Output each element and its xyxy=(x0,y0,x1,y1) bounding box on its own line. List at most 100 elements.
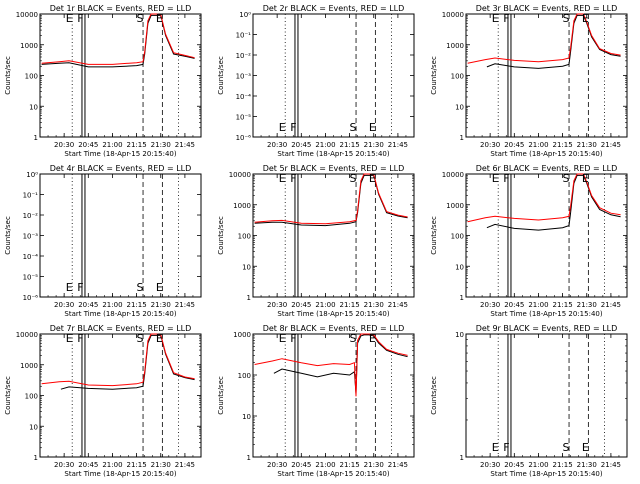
series-lld-line xyxy=(467,13,621,64)
y-axis-label: Counts/sec xyxy=(430,56,438,95)
marker-label-e: E xyxy=(582,12,589,25)
y-tick-label: 1 xyxy=(460,454,464,462)
x-tick-label: 21:45 xyxy=(175,141,195,149)
x-tick-label: 21:15 xyxy=(340,141,360,149)
marker-label-e: E xyxy=(279,332,286,345)
y-tick-label: 1 xyxy=(460,134,464,142)
y-tick-label: 1000 xyxy=(233,331,251,339)
series-lld-line xyxy=(41,333,195,387)
y-tick-label: 10⁻⁶ xyxy=(23,294,39,302)
x-tick-label: 21:15 xyxy=(340,301,360,309)
marker-label-f: F xyxy=(503,172,509,185)
series-lld-line xyxy=(254,173,408,225)
y-tick-label: 10⁻⁶ xyxy=(236,134,252,142)
x-tick-label: 21:00 xyxy=(102,141,122,149)
plot-frame xyxy=(252,333,415,458)
y-axis-label: Counts/sec xyxy=(217,376,225,415)
x-tick-label: 21:15 xyxy=(340,461,360,469)
y-tick-label: 1000 xyxy=(446,202,464,210)
x-tick-label: 21:30 xyxy=(151,301,171,309)
x-tick-label: 21:00 xyxy=(528,301,548,309)
x-tick-label: 20:45 xyxy=(504,141,524,149)
panel-title: Det 6r BLACK = Events, RED = LLD xyxy=(476,164,618,173)
y-tick-label: 10000 xyxy=(442,171,464,179)
x-axis-label: Start Time (18-Apr-15 20:15:40) xyxy=(277,470,389,478)
x-tick-label: 21:45 xyxy=(601,301,621,309)
x-tick-label: 21:30 xyxy=(577,461,597,469)
marker-label-f: F xyxy=(290,121,296,134)
x-tick-label: 20:30 xyxy=(480,301,500,309)
marker-label-s: S xyxy=(350,332,357,345)
y-tick-label: 1 xyxy=(247,294,251,302)
x-tick-label: 20:30 xyxy=(267,141,287,149)
series-events-line xyxy=(254,174,408,227)
x-tick-label: 21:45 xyxy=(388,461,408,469)
panel-title: Det 8r BLACK = Events, RED = LLD xyxy=(263,324,405,333)
panel-title: Det 4r BLACK = Events, RED = LLD xyxy=(50,164,192,173)
marker-label-s: S xyxy=(350,172,357,185)
y-tick-label: 10⁻⁴ xyxy=(23,253,39,261)
panel-2: Det 2r BLACK = Events, RED = LLD 10⁻⁶ 10⁻⁵… xyxy=(217,4,415,158)
y-tick-label: 10 xyxy=(455,331,464,339)
y-tick-label: 1000 xyxy=(446,42,464,50)
panel-title: Det 7r BLACK = Events, RED = LLD xyxy=(50,324,192,333)
marker-label-f: F xyxy=(290,332,296,345)
x-tick-label: 20:45 xyxy=(504,461,524,469)
x-tick-label: 20:45 xyxy=(291,301,311,309)
x-tick-label: 20:45 xyxy=(291,141,311,149)
marker-label-f: F xyxy=(503,12,509,25)
x-axis-label: Start Time (18-Apr-15 20:15:40) xyxy=(490,310,602,318)
x-tick-label: 21:30 xyxy=(577,301,597,309)
y-tick-label: 100 xyxy=(25,73,38,81)
y-tick-label: 1000 xyxy=(233,202,251,210)
x-tick-label: 21:00 xyxy=(315,301,335,309)
plot-frame xyxy=(39,13,202,138)
y-tick-label: 100 xyxy=(451,73,464,81)
x-tick-label: 21:30 xyxy=(151,461,171,469)
plot-frame xyxy=(252,13,415,138)
plot-frame xyxy=(39,333,202,458)
x-tick-label: 20:30 xyxy=(54,301,74,309)
x-axis-label: Start Time (18-Apr-15 20:15:40) xyxy=(490,470,602,478)
panel-title: Det 5r BLACK = Events, RED = LLD xyxy=(263,164,405,173)
marker-label-s: S xyxy=(137,332,144,345)
panel-5: Det 5r BLACK = Events, RED = LLD 1 10 100 10… xyxy=(217,164,415,318)
x-tick-label: 21:45 xyxy=(388,301,408,309)
x-tick-label: 21:30 xyxy=(577,141,597,149)
y-tick-label: 10⁰ xyxy=(26,171,38,179)
y-axis-label: Counts/sec xyxy=(217,56,225,95)
y-tick-label: 10⁻³ xyxy=(23,233,39,241)
x-tick-label: 21:45 xyxy=(175,461,195,469)
marker-label-s: S xyxy=(137,281,144,294)
x-tick-label: 21:45 xyxy=(388,141,408,149)
y-tick-label: 10⁻¹ xyxy=(236,32,252,40)
panel-1: Det 1r BLACK = Events, RED = LLD 1 10 100 10… xyxy=(4,4,202,158)
marker-label-e: E xyxy=(279,172,286,185)
marker-label-e: E xyxy=(492,172,499,185)
marker-label-e: E xyxy=(582,441,589,454)
x-axis-label: Start Time (18-Apr-15 20:15:40) xyxy=(277,310,389,318)
panel-title: Det 2r BLACK = Events, RED = LLD xyxy=(263,4,405,13)
y-tick-label: 10 xyxy=(455,103,464,111)
panel-title: Det 9r BLACK = Events, RED = LLD xyxy=(476,324,618,333)
marker-label-e: E xyxy=(369,332,376,345)
marker-label-f: F xyxy=(503,441,509,454)
marker-label-s: S xyxy=(563,441,570,454)
marker-label-s: S xyxy=(350,121,357,134)
x-tick-label: 20:45 xyxy=(504,301,524,309)
y-tick-label: 10000 xyxy=(16,331,38,339)
y-tick-label: 1000 xyxy=(20,362,38,370)
y-tick-label: 10 xyxy=(242,413,251,421)
x-tick-label: 21:00 xyxy=(102,461,122,469)
x-tick-label: 21:45 xyxy=(175,301,195,309)
panel-title: Det 3r BLACK = Events, RED = LLD xyxy=(476,4,618,13)
x-tick-label: 21:15 xyxy=(127,461,147,469)
x-tick-label: 21:15 xyxy=(553,141,573,149)
y-axis-label: Counts/sec xyxy=(430,376,438,415)
y-tick-label: 10⁻⁵ xyxy=(236,114,252,122)
y-tick-label: 1 xyxy=(460,294,464,302)
y-tick-label: 1 xyxy=(247,454,251,462)
y-tick-label: 1000 xyxy=(20,42,38,50)
